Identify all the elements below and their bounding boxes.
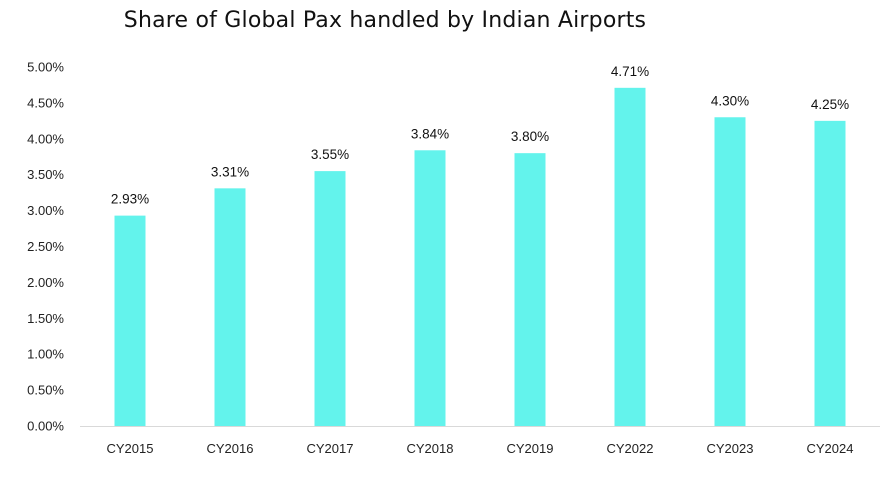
chart-title: Share of Global Pax handled by Indian Ai… bbox=[123, 8, 647, 33]
y-tick-label: 2.00% bbox=[27, 275, 64, 290]
bar bbox=[714, 117, 746, 426]
y-tick-label: 2.50% bbox=[27, 239, 64, 254]
y-tick-label: 0.00% bbox=[27, 419, 64, 434]
data-label: 3.80% bbox=[511, 129, 549, 144]
x-tick-label: CY2016 bbox=[207, 441, 254, 456]
y-tick-label: 3.50% bbox=[27, 167, 64, 182]
y-tick-label: 1.50% bbox=[27, 311, 64, 326]
y-axis: 0.00% 0.50% 1.00% 1.50% 2.00% 2.50% 3.00% 3.50%… bbox=[27, 60, 64, 434]
bar bbox=[314, 171, 346, 426]
x-tick-label: CY2019 bbox=[507, 441, 554, 456]
y-tick-label: 3.00% bbox=[27, 203, 64, 218]
data-label: 3.31% bbox=[211, 164, 249, 179]
data-label: 2.93% bbox=[111, 192, 149, 207]
data-label: 4.30% bbox=[711, 93, 749, 108]
bars-group: 2.93% 3.31% 3.55% 3.84% 3.80% 4.71% 4.30% 4.25% bbox=[111, 64, 849, 427]
bar bbox=[514, 153, 546, 426]
x-tick-label: CY2017 bbox=[307, 441, 354, 456]
y-tick-label: 5.00% bbox=[27, 60, 64, 75]
x-axis: CY2015 CY2016 CY2017 CY2018 CY2019 CY2022 CY20… bbox=[80, 426, 880, 456]
data-label: 4.25% bbox=[811, 97, 849, 112]
bar bbox=[614, 87, 646, 427]
bar bbox=[214, 188, 246, 426]
x-tick-label: CY2015 bbox=[107, 441, 154, 456]
data-label: 3.84% bbox=[411, 126, 449, 141]
bar bbox=[814, 120, 846, 426]
bar bbox=[414, 150, 446, 426]
x-tick-label: CY2024 bbox=[807, 441, 854, 456]
x-tick-label: CY2023 bbox=[707, 441, 754, 456]
y-tick-label: 4.00% bbox=[27, 131, 64, 146]
y-tick-label: 4.50% bbox=[27, 95, 64, 110]
data-label: 4.71% bbox=[611, 64, 649, 79]
x-tick-label: CY2018 bbox=[407, 441, 454, 456]
x-tick-label: CY2022 bbox=[607, 441, 654, 456]
y-tick-label: 1.00% bbox=[27, 347, 64, 362]
data-label: 3.55% bbox=[311, 147, 349, 162]
y-tick-label: 0.50% bbox=[27, 383, 64, 398]
bar bbox=[114, 215, 146, 426]
